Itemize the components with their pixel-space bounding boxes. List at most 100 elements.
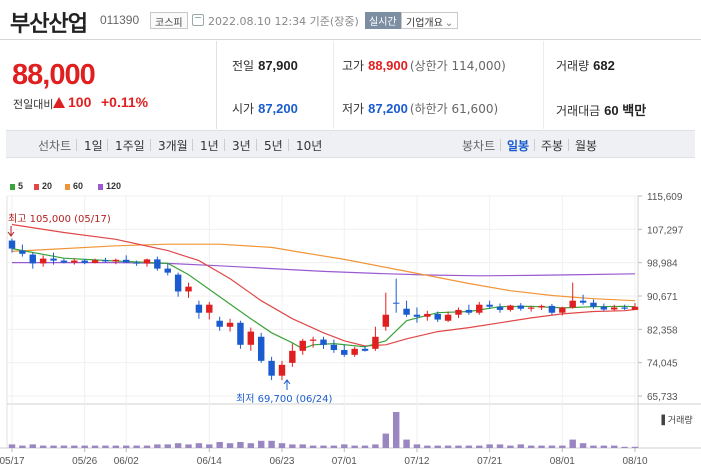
period-3m[interactable]: 3개월 [158,139,188,153]
candle-weekly[interactable]: 주봉 [541,139,564,153]
volume-bar [631,446,639,448]
candle-body [154,259,161,269]
stat-value: 87,900 [258,58,298,73]
stock-name: 부산산업 [10,12,88,37]
candle-body [50,258,57,261]
chart-axes: 115,609 107,297 98,984 90,671 82,358 74,045 65… [0,192,684,467]
volume-bar [434,445,441,448]
volume-bar [382,433,390,448]
candle-body [112,259,120,262]
stat-trade-value: 거래대금 60 백만 [556,100,646,119]
stat-value: 87,200 [258,101,298,116]
candle-body [133,262,140,264]
y-tick-label: 82,358 [647,325,678,336]
period-3y[interactable]: 3년 [232,139,251,153]
candle-body [39,258,47,264]
y-tick-label: 74,045 [647,359,678,370]
ma20-line [11,223,636,347]
candle-body [351,348,358,355]
price-panel: 88,000 전일대비 100 +0.11% [0,41,217,129]
candle-body [164,268,171,273]
legend-label: 5 [18,181,24,191]
candle-body [102,260,109,262]
candle-body [569,300,576,308]
volume-bar [486,444,493,448]
change-percent: +0.11% [101,94,149,110]
candle-body [278,364,286,376]
candle-body [247,331,255,345]
price-stats: 전일 87,900 시가 87,200 고가 88,900 (상한가 114,000) … [218,41,701,129]
y-tick-label: 65,733 [647,392,678,403]
x-tick-label: 08/10 [622,456,647,467]
stat-value: 87,200 [368,101,408,116]
candle-body [91,260,99,264]
candle-monthly[interactable]: 월봉 [575,139,598,153]
candle-body [226,322,234,327]
candle-body [424,313,431,317]
calendar-icon [192,14,204,26]
volume-bar [579,443,587,448]
candle-body [559,307,566,313]
market-badge: 코스피 [150,12,188,29]
candle-body [206,304,213,313]
legend-swatch [10,183,15,190]
legend-label: 60 [73,181,84,191]
candle-daily[interactable]: 일봉 [507,139,530,153]
candle-body [71,260,78,263]
candle-body [257,336,265,361]
legend-ma20: 20 [34,181,52,191]
high-annotation: 최고 105,000 (05/17) [8,213,111,225]
ma5-line [11,248,636,350]
divider [224,139,225,151]
ma60-line [11,243,636,302]
stat-high: 고가 88,900 (상한가 114,000) [342,57,506,74]
volume-bar [19,445,26,448]
volume-bar [309,445,317,448]
stat-label: 거래량 [556,59,590,73]
volume-bar [424,445,431,448]
volume-bar [216,442,223,448]
volume-bar [403,439,410,448]
candle-body [268,360,275,376]
volume-bar [195,443,203,448]
divider [150,139,151,151]
period-1w[interactable]: 1주일 [115,139,145,153]
candle-body [507,305,514,310]
lower-limit: (하한가 61,600) [409,102,499,116]
volume-bar [112,445,120,448]
chart-grid [0,195,701,449]
x-tick-label: 06/02 [114,456,139,467]
legend-label: 20 [42,181,53,191]
volume-bar [50,445,57,448]
volume-bar [91,445,99,448]
volume-bar [164,444,171,448]
candle-body [579,300,587,303]
volume-bar [569,439,576,448]
ma120-line [12,262,636,277]
legend-ma60: 60 [65,181,83,191]
legend-ma120: 120 [98,181,121,191]
company-info-dropdown[interactable]: 기업개요 ⌄ [401,12,459,29]
company-info-label: 기업개요 [406,18,443,29]
candle-body [496,306,504,310]
volume-bar [476,445,483,448]
divider [500,139,501,151]
period-5y[interactable]: 5년 [264,139,283,153]
candle-body [216,320,223,327]
candle-body [434,313,441,320]
realtime-button[interactable]: 실시간 [365,12,401,29]
stat-value: 60 백만 [604,103,647,118]
stat-volume: 거래량 682 [556,57,615,74]
period-1d[interactable]: 1일 [84,139,103,153]
stat-value: 682 [593,58,615,73]
volume-bar [455,445,462,448]
period-1y[interactable]: 1년 [200,139,219,153]
volume-bar [257,440,265,448]
period-10y[interactable]: 10년 [296,139,323,153]
candle-body [444,314,452,321]
volume-bar [60,445,68,448]
stat-label: 전일 [232,59,255,73]
volume-bar [559,445,566,448]
candle-body [8,240,16,249]
